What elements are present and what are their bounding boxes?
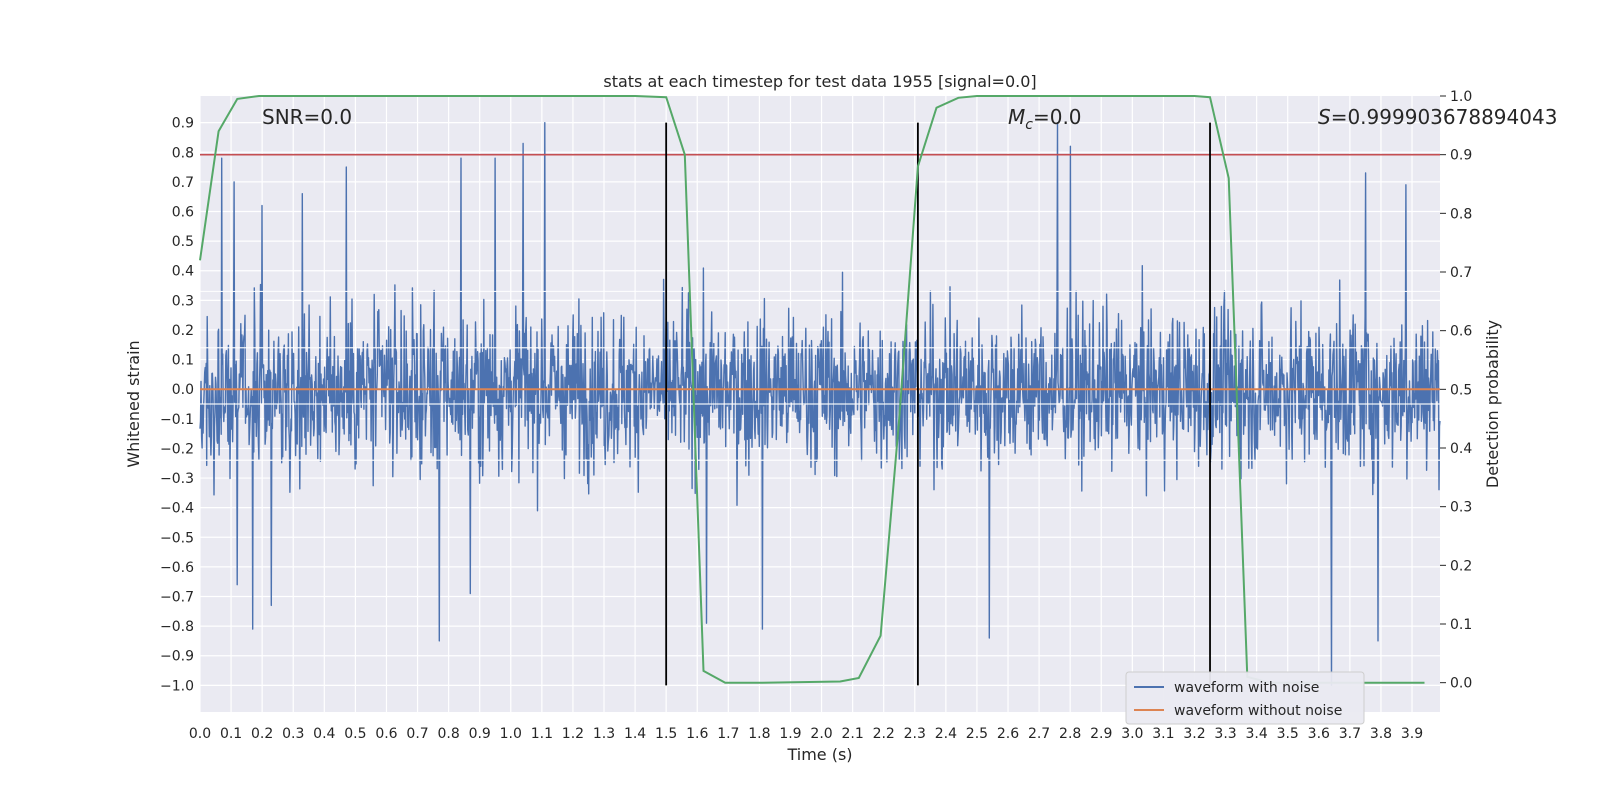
y2-tick-label: 0.0 xyxy=(1450,676,1472,692)
x-tick-label: 2.9 xyxy=(1090,726,1112,742)
y2-tick-label: 0.8 xyxy=(1450,206,1472,222)
y2-tick-label: 0.9 xyxy=(1450,148,1472,164)
y-tick-label: 0.4 xyxy=(172,264,194,280)
x-tick-label: 0.3 xyxy=(282,726,304,742)
x-tick-label: 0.6 xyxy=(375,726,397,742)
waveform-with-noise-line xyxy=(199,122,1441,686)
x-tick-label: 2.8 xyxy=(1059,726,1081,742)
y-tick-label: −0.8 xyxy=(160,619,194,635)
x-tick-label: 0.0 xyxy=(189,726,211,742)
snr-annotation: SNR=0.0 xyxy=(262,105,352,129)
y2-tick-label: 0.7 xyxy=(1450,265,1472,281)
x-tick-label: 1.3 xyxy=(593,726,615,742)
x-tick-label: 2.5 xyxy=(966,726,988,742)
y2-tick-label: 0.6 xyxy=(1450,324,1472,340)
x-tick-label: 3.7 xyxy=(1339,726,1361,742)
x-tick-label: 0.5 xyxy=(344,726,366,742)
chirp-mass-annotation: Mc=0.0 xyxy=(1008,105,1082,133)
y-tick-label: −0.9 xyxy=(160,649,194,665)
x-tick-label: 3.1 xyxy=(1152,726,1174,742)
x-tick-label: 0.1 xyxy=(220,726,242,742)
detection-probability-line xyxy=(199,95,1425,684)
y-axis-label: Whitened strain xyxy=(124,340,143,467)
y2-tick-label: 1.0 xyxy=(1450,89,1472,105)
y2-tick-label: 0.2 xyxy=(1450,558,1472,574)
y-axis-ticks: 0.9 0.8 0.7 0.6 0.5 0.4 0.3 0.2 0.1 0.0 −0.1 −0.2 −0… xyxy=(160,116,194,695)
x-tick-label: 1.0 xyxy=(500,726,522,742)
x-tick-label: 1.2 xyxy=(562,726,584,742)
x-tick-label: 1.7 xyxy=(717,726,739,742)
x-tick-label: 1.9 xyxy=(779,726,801,742)
y-tick-label: −0.3 xyxy=(160,471,194,487)
x-tick-label: 3.0 xyxy=(1121,726,1143,742)
y2-tick-label: 0.1 xyxy=(1450,617,1472,633)
x-tick-label: 2.1 xyxy=(841,726,863,742)
x-tick-label: 3.6 xyxy=(1308,726,1330,742)
x-tick-label: 0.8 xyxy=(437,726,459,742)
score-annotation: S=0.999903678894043 xyxy=(1318,105,1557,129)
legend: waveform with noise waveform without nois… xyxy=(1125,671,1365,725)
y-tick-label: −0.2 xyxy=(160,441,194,457)
y-tick-label: −0.4 xyxy=(160,501,194,517)
x-tick-label: 0.2 xyxy=(251,726,273,742)
x-tick-label: 2.2 xyxy=(873,726,895,742)
x-tick-label: 3.2 xyxy=(1183,726,1205,742)
y2-tick-label: 0.5 xyxy=(1450,382,1472,398)
legend-label: waveform without noise xyxy=(1174,703,1342,719)
y-tick-label: 0.5 xyxy=(172,234,194,250)
x-tick-label: 1.1 xyxy=(531,726,553,742)
y-tick-label: 0.2 xyxy=(172,323,194,339)
y-tick-label: 0.3 xyxy=(172,293,194,309)
y-tick-label: 0.9 xyxy=(172,116,194,132)
y-tick-label: 0.0 xyxy=(172,382,194,398)
x-tick-label: 2.3 xyxy=(904,726,926,742)
y2-tick-label: 0.4 xyxy=(1450,441,1472,457)
x-tick-label: 0.9 xyxy=(469,726,491,742)
y-tick-label: −0.5 xyxy=(160,530,194,546)
x-tick-label: 2.7 xyxy=(1028,726,1050,742)
x-tick-label: 3.4 xyxy=(1246,726,1268,742)
x-tick-label: 2.6 xyxy=(997,726,1019,742)
y-tick-label: 0.8 xyxy=(172,145,194,161)
x-tick-label: 3.9 xyxy=(1401,726,1423,742)
y-tick-label: 0.7 xyxy=(172,175,194,191)
x-tick-label: 1.6 xyxy=(686,726,708,742)
y-tick-label: −0.1 xyxy=(160,412,194,428)
x-tick-label: 3.8 xyxy=(1370,726,1392,742)
x-tick-label: 1.5 xyxy=(655,726,677,742)
x-tick-label: 2.0 xyxy=(810,726,832,742)
y-tick-label: 0.6 xyxy=(172,205,194,221)
y-tick-label: 0.1 xyxy=(172,353,194,369)
y-tick-label: −0.6 xyxy=(160,560,194,576)
y-tick-label: −0.7 xyxy=(160,590,194,606)
legend-box xyxy=(1125,671,1365,725)
y2-tick-label: 0.3 xyxy=(1450,500,1472,516)
x-tick-label: 1.4 xyxy=(624,726,646,742)
x-tick-label: 3.5 xyxy=(1277,726,1299,742)
detection-probability-layer xyxy=(199,95,1440,686)
x-tick-label: 0.7 xyxy=(406,726,428,742)
x-tick-label: 1.8 xyxy=(748,726,770,742)
x-tick-label: 2.4 xyxy=(935,726,957,742)
x-tick-label: 0.4 xyxy=(313,726,335,742)
legend-label: waveform with noise xyxy=(1174,680,1319,696)
y-tick-label: −1.0 xyxy=(160,678,194,694)
x-tick-label: 3.3 xyxy=(1214,726,1236,742)
waveform-with-noise-layer xyxy=(199,122,1441,686)
chart-title: stats at each timestep for test data 195… xyxy=(603,72,1036,91)
x-axis-ticks: 0.0 0.1 0.2 0.3 0.4 0.5 0.6 0.7 0.8 0.9 1.0 1.1 1.2 1… xyxy=(189,726,1423,742)
y2-axis-label: Detection probability xyxy=(1483,320,1502,488)
y2-axis-ticks: 1.0 0.9 0.8 0.7 0.6 0.5 0.4 0.3 0.2 0.1 0.0 xyxy=(1440,89,1472,692)
x-axis-label: Time (s) xyxy=(786,745,852,764)
